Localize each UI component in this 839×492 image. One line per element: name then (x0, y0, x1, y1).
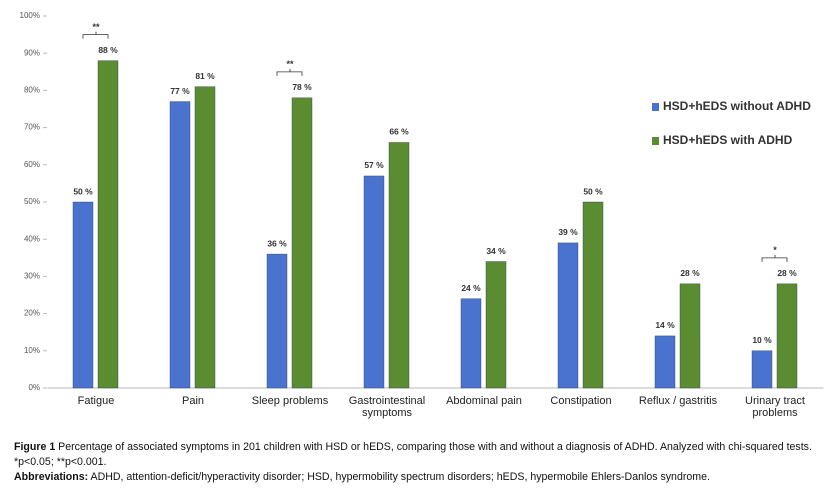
bar (557, 242, 579, 389)
y-tick-label: 70% (24, 123, 40, 132)
bar (751, 350, 773, 389)
significance-bracket (761, 254, 788, 262)
value-label: 57 % (364, 160, 384, 170)
value-label: 81 % (195, 71, 215, 81)
value-label: 24 % (461, 283, 481, 293)
bar (460, 298, 482, 389)
chart: 0% 10% 20% 30% 40% 50% 60% 70% 80% 90% 100% 50 % 88 … (20, 11, 824, 392)
x-tick-label: Urinary tract problems (745, 395, 805, 419)
y-tick-label: 30% (24, 272, 40, 281)
value-label: 28 % (680, 268, 700, 278)
value-label: 34 % (486, 246, 506, 256)
bar (291, 97, 313, 389)
significance-label: ** (92, 22, 100, 32)
x-tick-label: Constipation (550, 395, 612, 407)
y-tick-label: 90% (24, 48, 40, 57)
bar (485, 261, 507, 389)
y-tick-label: 40% (24, 234, 40, 243)
bar (654, 335, 676, 389)
significance-bracket (82, 31, 109, 39)
value-label: 14 % (655, 320, 675, 330)
value-label: 50 % (73, 186, 93, 196)
bar (194, 86, 216, 389)
x-tick-label: Gastrointestinal symptoms (348, 395, 426, 419)
legend-swatch (652, 137, 659, 145)
significance-label: ** (286, 59, 294, 69)
bar (388, 142, 410, 389)
caption-text: Percentage of associated symptoms in 201… (14, 441, 812, 468)
bar (266, 253, 288, 389)
x-tick-label: Pain (181, 395, 205, 407)
significance-label: * (773, 245, 777, 255)
value-label: 28 % (777, 268, 797, 278)
bar (679, 283, 701, 389)
y-tick-label: 10% (24, 346, 40, 355)
x-tick-label: Fatigue (77, 395, 115, 407)
y-tick-label: 80% (24, 86, 40, 95)
value-label: 10 % (752, 335, 772, 345)
y-tick-label: 0% (28, 383, 40, 392)
value-label: 77 % (170, 86, 190, 96)
bar (169, 101, 191, 389)
abbreviations-text: ADHD, attention-deficit/hyperactivity di… (90, 471, 710, 483)
figure-label: Figure 1 (14, 441, 56, 453)
bar (363, 175, 385, 389)
abbreviations-label: Abbreviations: (14, 471, 89, 483)
value-label: 36 % (267, 238, 287, 248)
legend-label: HSD+hEDS without ADHD (663, 99, 811, 113)
y-tick-label: 50% (24, 197, 40, 206)
x-tick-label: Abdominal pain (446, 395, 522, 407)
value-label: 66 % (389, 127, 409, 137)
bar (776, 283, 798, 389)
value-label: 78 % (292, 82, 312, 92)
abbreviations: Abbreviations: ADHD, attention-deficit/h… (14, 470, 829, 485)
legend-swatch (652, 103, 659, 111)
y-tick-label: 20% (24, 309, 40, 318)
value-label: 50 % (583, 186, 603, 196)
bar (97, 60, 119, 389)
significance-bracket (276, 68, 303, 76)
legend-label: HSD+hEDS with ADHD (663, 133, 793, 147)
value-label: 88 % (98, 45, 118, 55)
bar (582, 201, 604, 389)
caption: Figure 1 Percentage of associated sympto… (14, 440, 829, 470)
x-tick-label: Sleep problems (251, 395, 329, 407)
y-tick-label: 100% (20, 11, 40, 20)
bar (72, 201, 94, 389)
y-tick-label: 60% (24, 160, 40, 169)
value-label: 39 % (558, 227, 578, 237)
x-tick-label: Reflux / gastritis (638, 395, 718, 407)
